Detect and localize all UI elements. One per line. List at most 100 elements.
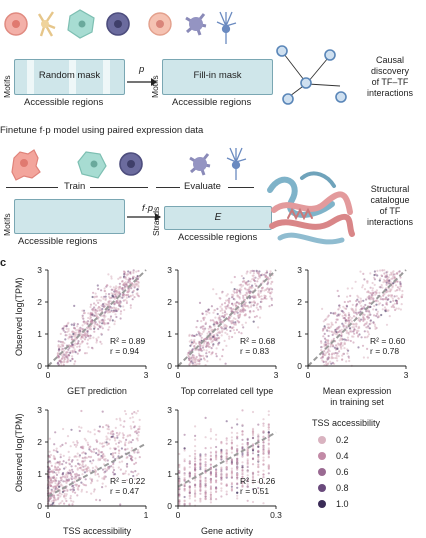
scatter-point (361, 284, 364, 287)
scatter-point (357, 300, 360, 303)
scatter-point (107, 300, 110, 303)
scatter-point (124, 441, 127, 444)
trend-line (177, 431, 277, 488)
scatter-point (367, 333, 371, 336)
scatter-point (202, 318, 205, 321)
scatter-point (199, 348, 202, 351)
scatter-point (394, 289, 397, 293)
scatter-point (73, 480, 76, 483)
scatter-point (383, 272, 386, 275)
scatter-point (199, 486, 202, 489)
scatter-point (220, 307, 223, 310)
scatter-point (53, 491, 56, 494)
scatter-point (113, 320, 116, 323)
scatter-point (119, 276, 122, 279)
scatter-point (121, 286, 124, 290)
scatter-point (66, 351, 69, 354)
scatter-point (199, 334, 202, 337)
scatter-point (53, 465, 57, 468)
scatter-point (137, 269, 140, 273)
cell-icon (11, 149, 41, 181)
side-label-line: of TF (379, 206, 401, 216)
scatter-point (249, 280, 252, 283)
scatter-point (241, 455, 244, 458)
scatter-point (68, 346, 71, 350)
scatter-point (197, 358, 200, 361)
scatter-point (125, 278, 128, 281)
scatter-point (388, 315, 391, 318)
scatter-point (136, 449, 140, 452)
scatter-point (93, 296, 96, 299)
scatter-point (246, 499, 249, 502)
y-tick-label: 0 (297, 361, 302, 371)
scatter-point (104, 295, 107, 298)
x-tick-label: 0 (176, 510, 181, 520)
scatter-point (354, 309, 357, 312)
scatter-point (108, 295, 111, 298)
scatter-point (230, 472, 233, 475)
scatter-point (206, 332, 209, 335)
scatter-point (357, 346, 360, 349)
scatter-point (188, 472, 191, 475)
scatter-point (251, 463, 255, 466)
scatter-point (192, 334, 196, 337)
scatter-point (69, 497, 72, 500)
scatter-point (50, 489, 53, 492)
scatter-point (262, 450, 265, 453)
scatter-point (122, 293, 125, 296)
scatter-point (78, 429, 81, 433)
scatter-point (84, 484, 88, 487)
scatter-point (64, 473, 68, 476)
scatter-point (390, 271, 393, 274)
scatter-point (258, 316, 262, 319)
scatter-point (251, 431, 255, 434)
scatter-point (215, 498, 218, 501)
scatter-point (215, 292, 218, 296)
scatter-point (89, 334, 92, 337)
scatter-point (104, 297, 107, 300)
scatter-point (59, 495, 62, 498)
scatter-point (360, 299, 363, 302)
scatter-point (343, 300, 346, 304)
scatter-point (89, 303, 93, 306)
scatter-point (92, 459, 95, 462)
scatter-point (377, 303, 380, 306)
scatter-point (269, 292, 272, 295)
scatter-point (53, 468, 57, 471)
scatter-point (134, 285, 137, 288)
scatter-point (62, 454, 65, 457)
scatter-point (68, 503, 71, 506)
scatter-point (88, 448, 91, 451)
scatter-point (212, 311, 215, 314)
scatter-point (136, 437, 139, 440)
scatter-point (241, 475, 244, 478)
scatter-point (225, 490, 228, 493)
scatter-point (327, 362, 330, 365)
scatter-point (246, 461, 249, 464)
scatter-point (59, 359, 62, 362)
scatter-point (74, 474, 77, 477)
scatter-point (78, 349, 81, 352)
scatter-point (52, 495, 55, 498)
scatter-point (345, 330, 348, 333)
scatter-point (204, 454, 207, 458)
scatter-point (255, 304, 258, 307)
scatter-point (67, 472, 70, 475)
scatter-point (246, 485, 249, 489)
scatter-point (95, 498, 98, 501)
scatter-point (237, 316, 240, 319)
scatter-point (62, 427, 65, 431)
scatter-point (230, 476, 233, 479)
scatter-point (218, 341, 221, 344)
scatter-point (57, 355, 61, 358)
scatter-point (242, 326, 245, 329)
scatter-point (330, 362, 333, 365)
scatter-point (91, 309, 95, 312)
scatter-point (81, 452, 84, 455)
scatter-point (123, 410, 127, 413)
scatter-point (343, 347, 346, 350)
scatter-point (322, 335, 325, 338)
scatter-point (219, 309, 222, 313)
scatter-point (64, 466, 67, 469)
scatter-point (103, 478, 106, 481)
